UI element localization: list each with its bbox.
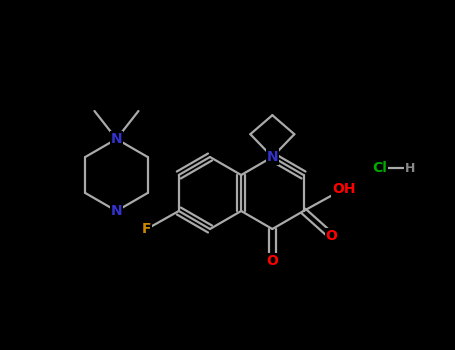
Text: N: N <box>111 132 122 146</box>
Text: F: F <box>142 222 152 236</box>
Text: O: O <box>267 254 278 268</box>
Text: H: H <box>405 161 415 175</box>
Text: Cl: Cl <box>373 161 388 175</box>
Text: O: O <box>326 229 338 243</box>
Text: OH: OH <box>332 182 355 196</box>
Text: N: N <box>111 204 122 218</box>
Text: N: N <box>267 150 278 164</box>
